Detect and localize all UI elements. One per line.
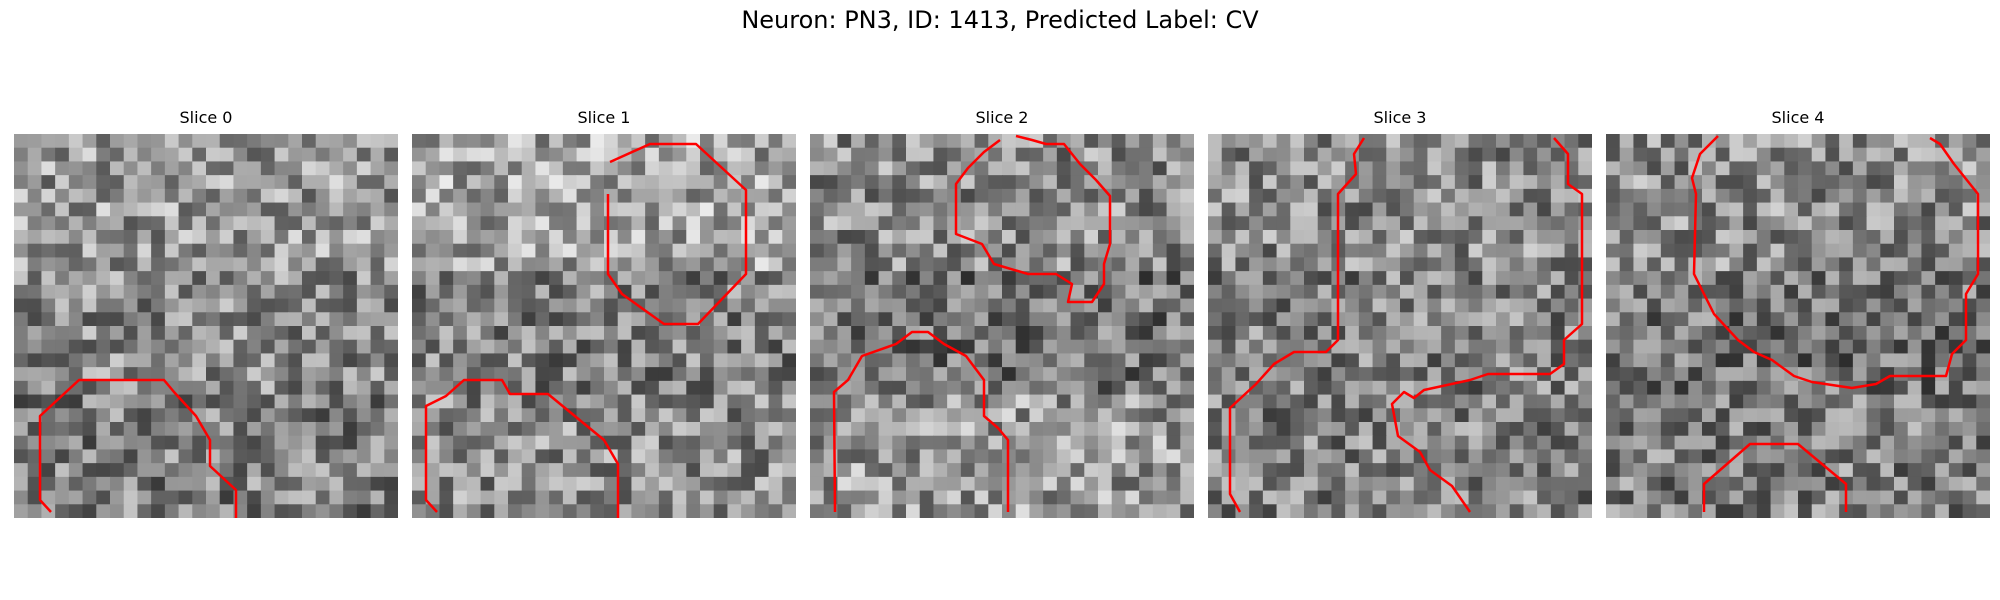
contour-line — [1228, 137, 1366, 513]
slice-panel-0: Slice 0 — [14, 0, 398, 600]
contour-line — [1702, 442, 1848, 512]
slice-title: Slice 2 — [975, 108, 1029, 127]
slice-title: Slice 4 — [1771, 108, 1825, 127]
contour-line — [424, 378, 620, 518]
contour-line — [38, 378, 238, 518]
slice-panel-3: Slice 3 — [1208, 0, 1592, 600]
slice-title: Slice 0 — [179, 108, 233, 127]
slice-panel-4: Slice 4 — [1606, 0, 1990, 600]
figure-title: Neuron: PN3, ID: 1413, Predicted Label: … — [741, 6, 1259, 34]
slice-panel-1: Slice 1 — [412, 0, 796, 600]
contour-line — [1390, 137, 1584, 513]
slice-image — [1606, 134, 1990, 518]
slice-image — [1208, 134, 1592, 518]
slice-image — [412, 134, 796, 518]
slice-panel-2: Slice 2 — [810, 0, 1194, 600]
slice-image — [810, 134, 1194, 518]
contour-line — [954, 134, 1112, 304]
contour-line — [606, 142, 748, 326]
contour-line — [1690, 135, 1980, 390]
slice-title: Slice 3 — [1373, 108, 1427, 127]
slice-title: Slice 1 — [577, 108, 631, 127]
contour-line — [832, 330, 1010, 513]
slice-image — [14, 134, 398, 518]
